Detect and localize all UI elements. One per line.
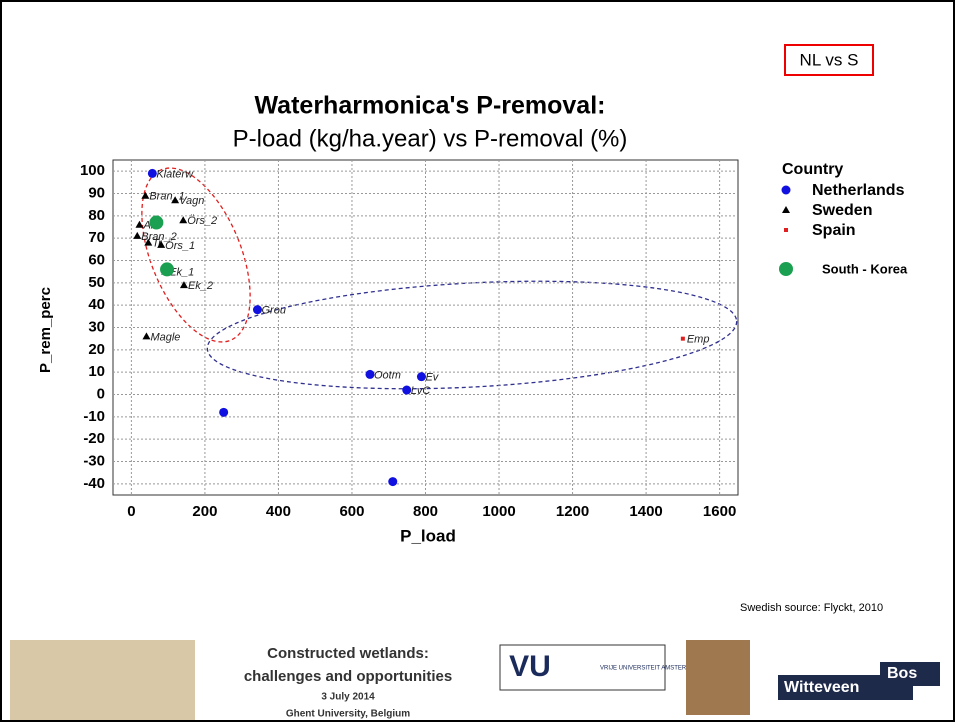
y-tick-label: 40	[88, 296, 105, 313]
x-tick-label: 200	[192, 503, 217, 520]
footer-line: challenges and opportunities	[244, 668, 452, 685]
x-tick-label: 400	[266, 503, 291, 520]
chart-title: Waterharmonica's P-removal:	[255, 92, 606, 120]
vu-text: VU	[509, 650, 551, 683]
y-tick-label: -10	[83, 408, 105, 425]
x-tick-label: 1200	[556, 503, 589, 520]
y-tick-label: 20	[88, 341, 105, 358]
legend-marker	[779, 262, 793, 276]
point	[144, 238, 153, 246]
footer-line: 3 July 2014	[321, 692, 375, 703]
footer-line: Ghent University, Belgium	[286, 709, 410, 720]
company-name: Witteveen	[784, 679, 859, 696]
point	[365, 369, 375, 379]
point-label: Vagn	[179, 195, 204, 207]
x-tick-label: 600	[339, 503, 364, 520]
y-tick-label: -30	[83, 452, 105, 469]
legend-marker	[782, 206, 790, 213]
point	[149, 215, 164, 230]
footer-line: Constructed wetlands:	[267, 645, 429, 662]
point-label: Ootm	[374, 369, 401, 381]
point	[157, 240, 166, 248]
point-label: Magle	[150, 331, 180, 343]
x-tick-label: 800	[413, 503, 438, 520]
point-label: LvC	[411, 385, 431, 397]
y-axis-label: P_rem_perc	[37, 287, 54, 373]
point-label: Ek_2	[188, 280, 213, 292]
fox-image	[686, 640, 750, 715]
y-tick-label: 50	[88, 274, 105, 291]
point	[179, 216, 188, 224]
point	[219, 407, 229, 417]
legend-label: South - Korea	[822, 261, 908, 276]
point-label: Klaterw	[156, 168, 194, 180]
point	[388, 477, 398, 487]
legend-label: Spain	[812, 222, 856, 239]
point-label: Örs_1	[165, 240, 195, 252]
tag: NL vs S	[800, 50, 859, 69]
point	[160, 262, 175, 277]
point-label: Emp	[687, 334, 710, 346]
chart-subtitle: P-load (kg/ha.year) vs P-removal (%)	[233, 125, 628, 152]
point	[135, 220, 144, 228]
point	[141, 191, 150, 199]
x-tick-label: 1000	[482, 503, 515, 520]
company-name: Bos	[887, 665, 917, 682]
point	[142, 332, 151, 340]
point	[133, 231, 142, 239]
point	[680, 336, 685, 341]
y-tick-label: 10	[88, 363, 105, 380]
y-tick-label: 100	[80, 162, 105, 179]
x-tick-label: 1400	[629, 503, 662, 520]
point	[171, 196, 180, 204]
legend-marker	[784, 228, 788, 232]
legend-marker	[781, 185, 791, 195]
y-tick-label: 30	[88, 318, 105, 335]
point	[402, 385, 412, 395]
point	[179, 281, 188, 289]
y-tick-label: 70	[88, 229, 105, 246]
point-label: Örs_2	[187, 215, 217, 227]
source-note: Swedish source: Flyckt, 2010	[740, 602, 883, 614]
logo-image	[10, 640, 195, 720]
point	[147, 168, 157, 178]
tag-box	[784, 44, 874, 76]
point	[252, 305, 262, 315]
company-logo	[880, 662, 940, 686]
legend-title: Country	[782, 161, 843, 178]
vu-name: VRIJE UNIVERSITEIT AMSTERDAM	[600, 666, 700, 672]
legend-label: Sweden	[812, 202, 872, 219]
y-tick-label: 90	[88, 184, 105, 201]
y-tick-label: -40	[83, 475, 105, 492]
x-tick-label: 1600	[703, 503, 736, 520]
vu-logo	[499, 644, 666, 691]
point-label: Grou	[261, 305, 285, 317]
point-label: Ev	[425, 372, 439, 384]
y-tick-label: 0	[97, 385, 105, 402]
x-tick-label: 0	[127, 503, 135, 520]
point-label: Tr	[152, 238, 163, 250]
point	[416, 372, 426, 382]
point-label: Ek_1	[169, 267, 194, 279]
y-tick-label: 60	[88, 251, 105, 268]
point-label: Bran_2	[141, 231, 176, 243]
y-tick-label: -20	[83, 430, 105, 447]
legend-label: Netherlands	[812, 182, 905, 199]
x-axis-label: P_load	[400, 526, 456, 545]
y-tick-label: 80	[88, 207, 105, 224]
